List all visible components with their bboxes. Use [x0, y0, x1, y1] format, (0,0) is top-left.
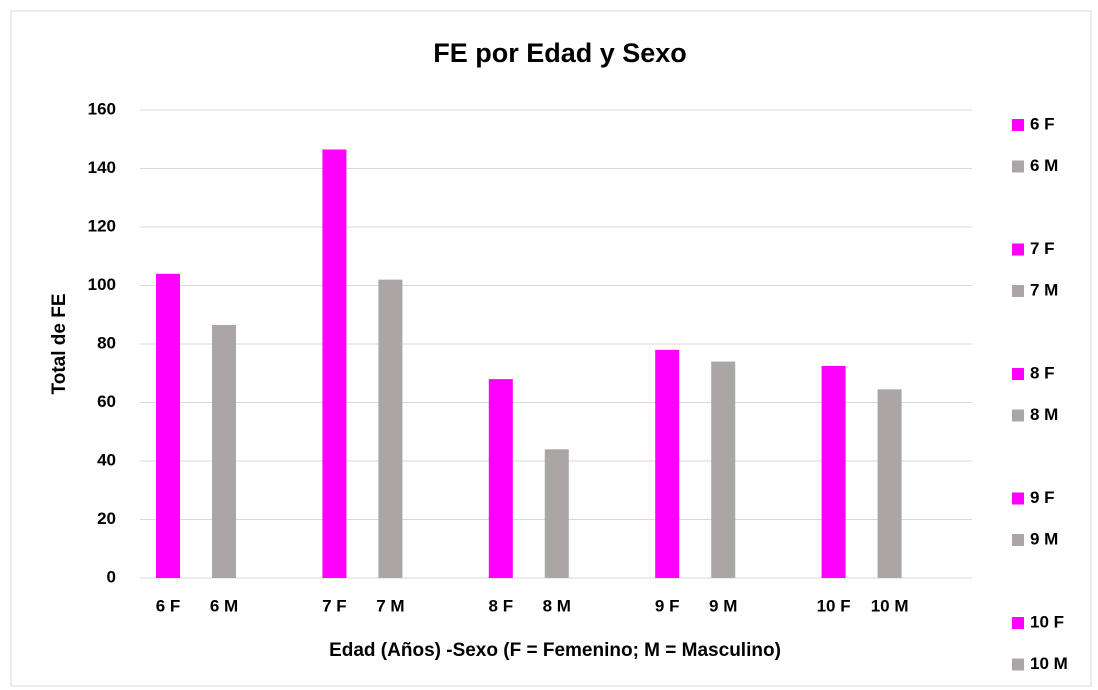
x-tick-label: 10 F: [817, 596, 851, 615]
legend-label: 9 F: [1030, 488, 1055, 507]
x-tick-label: 9 M: [709, 596, 737, 615]
y-tick-label: 140: [88, 158, 116, 177]
legend-label: 8 M: [1030, 405, 1058, 424]
y-tick-label: 100: [88, 275, 116, 294]
bar: [156, 273, 180, 578]
x-tick-label: 7 M: [376, 596, 404, 615]
legend-swatch: [1012, 534, 1024, 546]
legend-label: 7 M: [1030, 280, 1058, 299]
bar: [655, 349, 680, 578]
x-axis-title: Edad (Años) -Sexo (F = Femenino; M = Mas…: [329, 640, 781, 661]
legend-label: 7 F: [1030, 239, 1055, 258]
legend-label: 8 F: [1030, 363, 1055, 382]
legend-swatch: [1012, 658, 1024, 671]
x-tick-label: 9 F: [655, 596, 680, 615]
x-tick-label: 7 F: [322, 596, 347, 615]
x-tick-label: 8 F: [489, 596, 514, 615]
legend-label: 10 M: [1030, 654, 1068, 673]
legend-label: 6 F: [1030, 114, 1055, 133]
x-tick-label: 6 M: [210, 596, 238, 615]
y-tick-label: 40: [97, 450, 116, 469]
legend-swatch: [1012, 160, 1024, 173]
y-axis-title: Total de FE: [49, 294, 70, 395]
legend-swatch: [1012, 285, 1024, 297]
bar: [544, 449, 569, 578]
bar: [212, 324, 236, 578]
chart-title: FE por Edad y Sexo: [433, 38, 687, 68]
bar: [378, 279, 403, 578]
bar: [821, 365, 846, 578]
x-tick-label: 10 M: [871, 596, 909, 615]
legend-swatch: [1012, 243, 1024, 256]
x-tick-label: 6 F: [156, 596, 181, 615]
y-tick-label: 80: [97, 333, 116, 352]
bar: [488, 379, 513, 578]
legend-swatch: [1012, 617, 1024, 629]
x-tick-label: 8 M: [543, 596, 571, 615]
bar: [877, 389, 902, 578]
legend-swatch: [1012, 409, 1024, 422]
legend-label: 9 M: [1030, 529, 1058, 548]
y-tick-label: 20: [97, 509, 116, 528]
legend-swatch: [1012, 119, 1024, 131]
bar: [711, 361, 736, 578]
y-tick-label: 160: [88, 99, 116, 118]
legend-label: 10 F: [1030, 612, 1064, 631]
bar: [322, 149, 347, 579]
y-tick-label: 120: [88, 216, 116, 235]
y-tick-label: 60: [97, 392, 116, 411]
legend-swatch: [1012, 492, 1024, 505]
legend-label: 6 M: [1030, 156, 1058, 175]
y-tick-label: 0: [107, 567, 116, 586]
legend-swatch: [1012, 368, 1024, 380]
